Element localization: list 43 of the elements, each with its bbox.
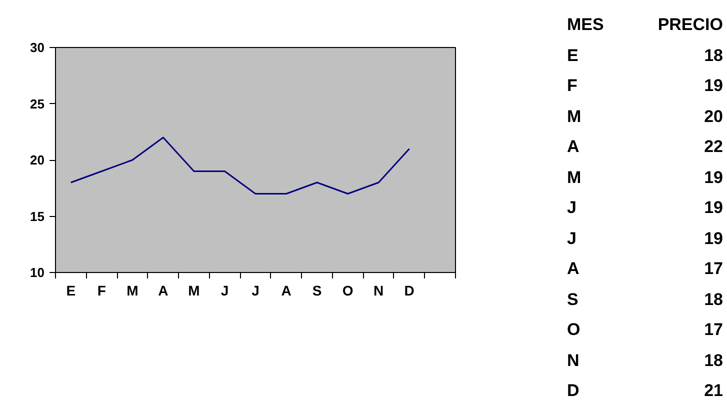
data-label: 17 (704, 320, 723, 340)
x-tick-label: M (188, 282, 200, 298)
data-label: 18 (704, 290, 723, 310)
data-label: 18 (704, 351, 723, 371)
x-tick-label: A (281, 282, 292, 298)
text: PRECIO (658, 15, 723, 35)
data-label: 19 (704, 76, 723, 96)
data-label: 17 (704, 259, 723, 279)
y-tick-label: 30 (30, 40, 45, 55)
category-label: J (567, 229, 576, 249)
category-label: F (567, 76, 578, 96)
category-label: O (567, 320, 580, 340)
category-label: M (567, 107, 582, 127)
category-label: J (567, 198, 576, 218)
data-label: 20 (704, 107, 723, 127)
x-tick-label: N (374, 282, 384, 298)
data-label: 18 (704, 46, 723, 66)
x-tick-label: S (312, 282, 322, 298)
text: MES (567, 15, 604, 35)
category-label: A (567, 259, 580, 279)
x-tick-label: D (404, 282, 414, 298)
data-label: 21 (704, 381, 723, 401)
x-tick-label: A (158, 282, 168, 298)
category-label: E (567, 46, 578, 66)
category-label: N (567, 351, 580, 371)
data-label: 19 (704, 229, 723, 249)
data-label: 22 (704, 137, 723, 157)
x-tick-label: M (126, 282, 138, 298)
x-tick-label: E (66, 282, 76, 298)
data-label: 19 (704, 198, 723, 218)
y-tick-label: 25 (30, 96, 45, 112)
category-label: M (567, 168, 582, 188)
x-tick-label: O (342, 282, 354, 298)
category-label: D (567, 381, 580, 401)
x-tick-label: F (97, 282, 106, 298)
x-tick-label: J (252, 282, 260, 298)
data-label: 19 (704, 168, 723, 188)
y-tick-label: 20 (30, 152, 45, 168)
line-series (70, 136, 410, 194)
y-tick-label: 15 (30, 208, 45, 224)
y-tick-label: 10 (30, 265, 45, 280)
category-label: A (567, 137, 580, 157)
x-tick-label: J (220, 282, 229, 298)
